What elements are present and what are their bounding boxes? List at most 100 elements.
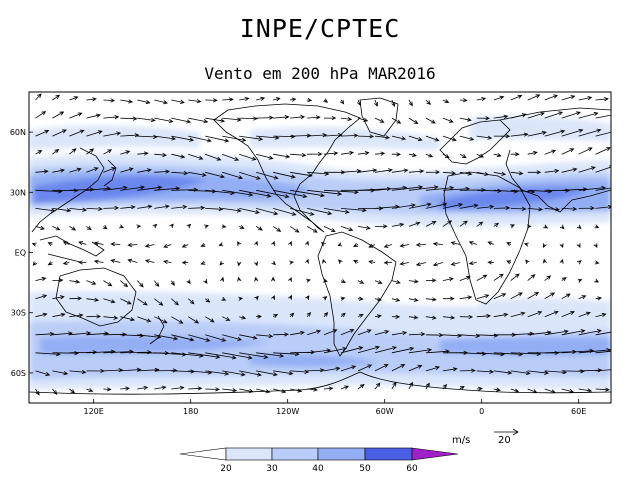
wind-arrow	[239, 135, 264, 141]
wind-arrow	[322, 258, 327, 264]
wind-arrow	[200, 242, 206, 247]
wind-arrow	[272, 226, 282, 232]
wind-arrow	[186, 279, 191, 285]
wind-arrow	[559, 258, 564, 264]
wind-arrow	[62, 241, 70, 246]
wind-arrow	[52, 370, 69, 376]
wind-arrow	[306, 278, 311, 283]
wind-arrow	[408, 315, 419, 320]
wind-arrow	[323, 98, 329, 103]
wind-arrow	[144, 243, 155, 248]
wind-arrow	[391, 381, 397, 390]
wind-arrow	[271, 276, 276, 282]
wind-arrow	[544, 207, 560, 212]
wind-arrow	[459, 203, 479, 209]
wind-arrow	[69, 226, 77, 231]
wind-arrow	[340, 279, 346, 283]
wind-arrow	[290, 369, 310, 374]
longitude-axis: 120E 180 120W 60W 0 60E	[84, 399, 586, 416]
wind-arrow	[120, 280, 129, 288]
wind-arrow	[323, 208, 350, 214]
wind-arrow	[290, 189, 325, 198]
wind-arrow	[273, 388, 287, 394]
wind-arrow	[399, 243, 409, 248]
wind-arrow	[425, 185, 455, 191]
wind-arrow	[69, 96, 79, 101]
wind-arrow	[171, 117, 192, 124]
wind-arrow	[222, 153, 240, 161]
wind-arrow	[103, 131, 122, 137]
wind-arrow	[450, 261, 460, 266]
wind-arrow	[239, 352, 269, 359]
wind-arrow	[205, 207, 224, 212]
wind-arrow	[289, 260, 294, 265]
wind-arrow	[383, 243, 393, 248]
lat-label: 30S	[11, 309, 26, 318]
wind-arrow	[256, 135, 280, 140]
wind-arrow	[340, 226, 354, 232]
wind-arrow	[103, 387, 112, 392]
wind-arrow	[510, 292, 523, 300]
wind-arrow	[476, 369, 495, 374]
wind-arrow	[120, 185, 146, 191]
wind-arrow	[459, 314, 474, 320]
wind-arrow	[544, 94, 559, 101]
coast-greenland	[359, 97, 399, 137]
wind-arrow	[307, 189, 343, 196]
wind-arrow	[154, 117, 174, 124]
wind-arrow	[137, 99, 151, 105]
wind-arrow	[374, 364, 389, 372]
wind-arrow	[188, 334, 211, 342]
wind-arrow	[493, 370, 513, 375]
wind-arrow	[391, 185, 424, 191]
wind-arrow	[103, 315, 119, 320]
wind-arrow	[256, 314, 263, 319]
wind-arrow	[52, 148, 60, 155]
wind-arrow	[338, 259, 343, 264]
lon-label: 180	[183, 407, 198, 416]
wind-arrow	[442, 117, 454, 123]
wind-arrow	[561, 167, 578, 173]
wind-arrow	[205, 370, 230, 376]
wind-arrow	[493, 222, 500, 228]
wind-arrow	[171, 334, 195, 342]
wind-arrow	[561, 148, 575, 155]
wind-arrow	[442, 384, 448, 390]
wind-arrow	[272, 314, 279, 319]
wind-vectors	[31, 93, 611, 396]
wind-arrow	[527, 350, 560, 356]
wind-arrow	[391, 279, 401, 284]
wind-arrow	[320, 242, 326, 247]
colorbar-label-30: 30	[266, 464, 278, 474]
wind-arrow	[256, 115, 274, 120]
wind-arrow	[543, 243, 547, 249]
wind-arrow	[468, 261, 477, 266]
wind-arrow	[544, 111, 564, 119]
wind-arrow	[391, 331, 408, 336]
wind-arrow	[374, 382, 381, 390]
wind-arrow	[187, 316, 200, 324]
wind-arrow	[52, 351, 80, 356]
wind-arrow	[425, 99, 431, 105]
wind-arrow	[137, 117, 156, 123]
wind-arrow	[86, 388, 94, 392]
wind-arrow	[169, 223, 174, 229]
wind-arrow	[391, 117, 402, 124]
wind-arrow	[442, 333, 463, 338]
wind-arrow	[47, 242, 53, 246]
wind-arrow	[374, 280, 383, 284]
wind-arrow	[154, 385, 167, 390]
wind-arrow	[188, 99, 202, 104]
wind-arrow	[203, 279, 208, 284]
wind-arrow	[408, 332, 426, 337]
wind-arrow	[204, 316, 215, 323]
lon-label: 60E	[571, 407, 586, 416]
wind-arrow	[408, 152, 418, 157]
wind-arrow	[69, 296, 83, 301]
wind-arrow	[340, 208, 367, 213]
wind-arrow	[595, 312, 607, 318]
wind-arrow	[307, 348, 332, 354]
wind-arrow	[459, 135, 475, 141]
wind-arrow	[120, 316, 135, 322]
wind-arrow	[442, 296, 455, 301]
